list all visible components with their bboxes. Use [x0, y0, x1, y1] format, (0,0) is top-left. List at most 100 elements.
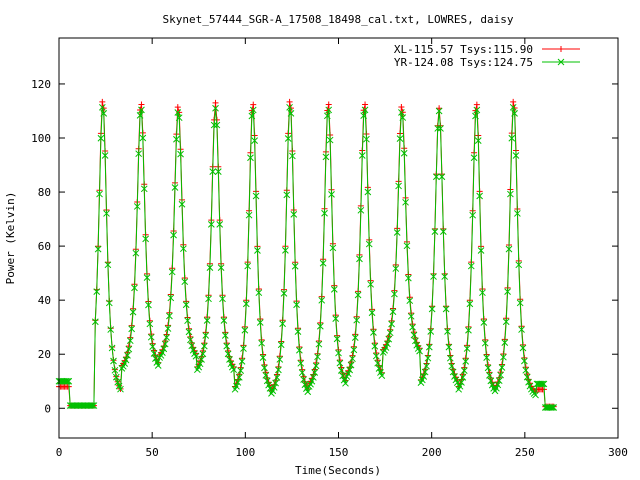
point-1-199 — [333, 335, 341, 343]
point-1-293 — [465, 326, 472, 334]
point-1-280 — [446, 354, 454, 362]
point-1-279 — [445, 343, 453, 351]
legend-marker-1 — [557, 58, 565, 66]
point-1-92 — [184, 317, 191, 325]
point-1-24 — [89, 402, 96, 409]
point-1-208 — [346, 366, 354, 374]
point-1-328 — [514, 210, 521, 217]
point-1-143 — [255, 289, 263, 297]
point-1-216 — [357, 206, 365, 214]
point-1-200 — [335, 349, 342, 357]
point-1-223 — [367, 280, 374, 288]
point-1-322 — [505, 245, 513, 253]
point-1-54 — [131, 284, 138, 292]
point-1-278 — [444, 328, 451, 335]
point-0-325 — [510, 98, 517, 105]
point-1-260 — [418, 376, 426, 384]
point-1-113 — [213, 121, 221, 129]
point-1-187 — [316, 322, 324, 330]
point-1-269 — [431, 228, 439, 235]
point-1-354 — [550, 404, 558, 411]
point-1-225 — [370, 329, 377, 336]
point-1-186 — [315, 340, 323, 348]
point-1-210 — [349, 355, 356, 363]
point-1-289 — [459, 374, 467, 381]
point-1-220 — [363, 135, 370, 143]
point-1-224 — [368, 309, 376, 317]
point-1-116 — [217, 264, 225, 271]
point-1-298 — [472, 112, 479, 120]
point-1-95 — [188, 342, 196, 350]
point-1-347 — [540, 380, 548, 388]
point-1-214 — [354, 291, 362, 299]
point-1-136 — [245, 211, 253, 219]
point-1-287 — [456, 382, 464, 390]
point-1-270 — [432, 173, 440, 181]
point-0-165 — [286, 98, 293, 105]
point-1-71 — [154, 362, 162, 369]
point-1-324 — [508, 134, 516, 142]
point-1-326 — [511, 109, 518, 117]
point-1-302 — [477, 247, 485, 254]
point-1-255 — [412, 337, 419, 345]
chart-title: Skynet_57444_SGR-A_17508_18498_cal.txt, … — [163, 13, 514, 26]
point-1-316 — [497, 371, 504, 379]
point-1-227 — [372, 352, 380, 360]
point-1-130 — [237, 367, 245, 374]
point-1-139 — [249, 106, 257, 114]
point-1-205 — [342, 379, 349, 387]
y-tick-label-2: 40 — [38, 294, 51, 307]
x-tick-label-0: 0 — [56, 446, 63, 459]
point-1-194 — [326, 136, 334, 144]
point-1-63 — [143, 274, 151, 281]
point-1-238 — [388, 320, 395, 328]
point-1-64 — [145, 301, 152, 309]
point-1-185 — [314, 353, 321, 361]
point-1-182 — [309, 374, 317, 381]
point-1-112 — [212, 104, 219, 112]
point-1-333 — [521, 357, 528, 365]
point-1-122 — [226, 356, 233, 363]
point-1-159 — [277, 341, 285, 349]
point-1-135 — [244, 262, 252, 270]
point-1-317 — [498, 364, 506, 371]
point-1-291 — [462, 358, 470, 365]
x-tick-label-4: 200 — [422, 446, 442, 459]
y-tick-label-6: 120 — [31, 78, 51, 91]
point-1-217 — [358, 152, 366, 159]
point-1-134 — [242, 300, 250, 308]
point-1-246 — [399, 114, 407, 121]
point-1-118 — [220, 317, 228, 324]
point-1-268 — [430, 273, 437, 280]
legend-marker-0 — [558, 46, 564, 52]
point-1-52 — [128, 325, 136, 333]
point-1-146 — [259, 354, 267, 361]
point-1-294 — [466, 300, 474, 308]
point-1-181 — [308, 377, 316, 385]
point-1-242 — [393, 229, 401, 236]
point-1-314 — [494, 381, 502, 389]
point-1-296 — [469, 211, 477, 219]
point-1-157 — [275, 366, 282, 374]
point-1-48 — [122, 356, 130, 364]
point-1-237 — [386, 329, 394, 337]
point-1-142 — [254, 247, 261, 254]
point-1-41 — [112, 373, 120, 381]
point-1-107 — [205, 295, 212, 303]
point-1-101 — [196, 360, 204, 368]
point-1-66 — [147, 333, 155, 341]
point-1-149 — [263, 377, 271, 385]
point-1-288 — [458, 379, 465, 386]
point-1-252 — [407, 312, 415, 320]
x-tick-label-2: 100 — [235, 446, 255, 459]
point-1-282 — [449, 368, 457, 376]
point-1-98 — [192, 352, 200, 360]
point-1-281 — [448, 362, 456, 370]
point-1-7 — [65, 377, 73, 385]
point-1-168 — [290, 211, 298, 218]
point-1-119 — [221, 332, 229, 339]
point-1-234 — [382, 344, 390, 351]
legend-label-yr: YR-124.08 Tsys:124.75 — [394, 56, 533, 69]
point-1-128 — [234, 379, 242, 386]
point-1-331 — [518, 326, 525, 333]
